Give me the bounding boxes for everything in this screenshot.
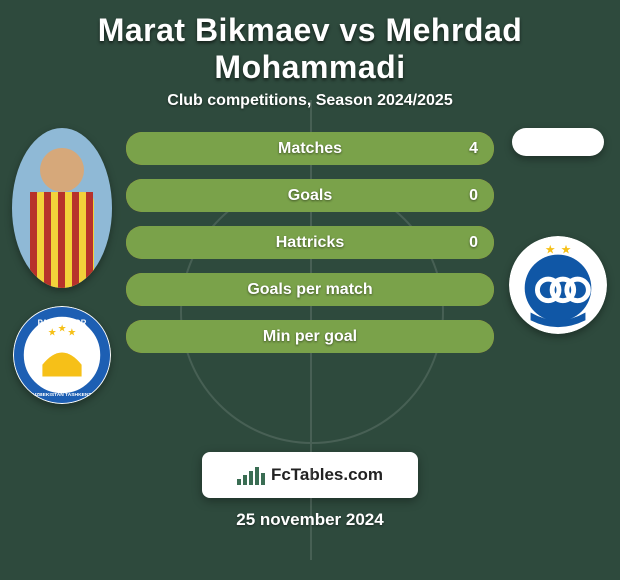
svg-text:★: ★ [48, 327, 57, 338]
stat-text: Min per goal [126, 328, 494, 346]
comparison-layout: ★★★ PAKHTAKOR UZBEKISTAN TASHKENT Matche… [0, 128, 620, 404]
subtitle: Club competitions, Season 2024/2025 [0, 92, 620, 110]
stat-right-value: 0 [448, 234, 478, 252]
brand-text: FcTables.com [271, 465, 383, 485]
stat-row: Matches4 [126, 132, 494, 165]
stat-label: Min per goal [172, 328, 448, 346]
stat-right-value: 4 [448, 140, 478, 158]
stat-label: Matches [172, 140, 448, 158]
stats-column: Matches4Goals0Hattricks0Goals per matchM… [126, 128, 494, 353]
left-column: ★★★ PAKHTAKOR UZBEKISTAN TASHKENT [6, 128, 118, 404]
right-club-crest: ★★ [509, 236, 607, 334]
stat-label: Goals per match [172, 281, 448, 299]
crest-pakhtakor-icon: ★★★ PAKHTAKOR UZBEKISTAN TASHKENT [13, 306, 111, 404]
player-illustration [12, 128, 112, 288]
crest-esteghlal-icon: ★★ [509, 236, 607, 334]
page-title: Marat Bikmaev vs Mehrdad Mohammadi [0, 0, 620, 92]
stat-text: Matches4 [126, 140, 494, 158]
svg-text:★: ★ [545, 244, 556, 257]
stat-text: Goals0 [126, 187, 494, 205]
svg-text:UZBEKISTAN TASHKENT: UZBEKISTAN TASHKENT [33, 392, 92, 398]
svg-text:★: ★ [561, 244, 572, 257]
brand-bars-icon [237, 465, 265, 485]
stat-text: Hattricks0 [126, 234, 494, 252]
player-photo-left [12, 128, 112, 288]
svg-text:★: ★ [67, 327, 76, 338]
footer-date: 25 november 2024 [0, 510, 620, 530]
stat-right-value: 0 [448, 187, 478, 205]
stat-label: Goals [172, 187, 448, 205]
stat-text: Goals per match [126, 281, 494, 299]
stat-row: Hattricks0 [126, 226, 494, 259]
stat-row: Min per goal [126, 320, 494, 353]
brand-badge: FcTables.com [202, 452, 418, 498]
stat-label: Hattricks [172, 234, 448, 252]
left-club-crest: ★★★ PAKHTAKOR UZBEKISTAN TASHKENT [13, 306, 111, 404]
right-column: ★★ [502, 128, 614, 334]
stat-row: Goals0 [126, 179, 494, 212]
stat-row: Goals per match [126, 273, 494, 306]
svg-text:PAKHTAKOR: PAKHTAKOR [38, 319, 87, 328]
player-photo-right-placeholder [512, 128, 604, 156]
